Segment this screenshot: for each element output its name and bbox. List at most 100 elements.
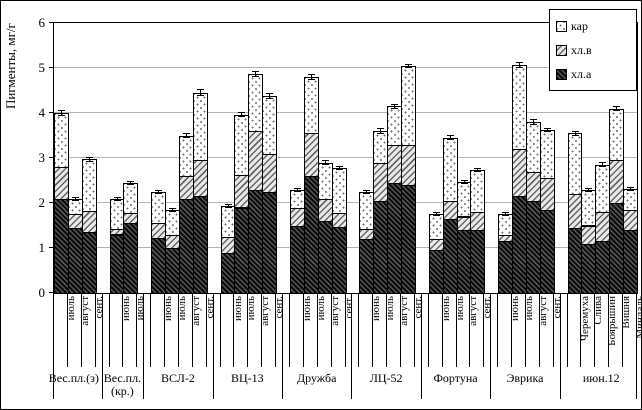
bar-segment-kar xyxy=(193,92,208,162)
error-bar-stem xyxy=(227,204,229,209)
group-separator xyxy=(351,293,352,399)
error-bar xyxy=(266,92,273,100)
error-bar-stem xyxy=(297,187,298,192)
error-bar-stem xyxy=(339,165,340,171)
bar-segment-kar xyxy=(332,167,347,215)
bar-segment-hl_a xyxy=(68,227,83,294)
bar-segment-kar xyxy=(123,182,138,214)
bar-segment-hl_a xyxy=(512,196,527,294)
bar-segment-hl_v xyxy=(470,212,485,231)
x-label-separator xyxy=(109,293,110,367)
x-label-separator xyxy=(81,293,82,367)
x-label-separator xyxy=(95,293,96,367)
bar-segment-kar xyxy=(234,114,249,177)
x-group-label: Вес.пл.(з) xyxy=(48,371,99,385)
hl-v-swatch-icon xyxy=(556,44,567,56)
bar-segment-hl_a xyxy=(581,243,596,294)
x-label-separator xyxy=(178,293,179,367)
bar-segment-hl_a xyxy=(110,234,124,294)
x-label-separator xyxy=(261,293,262,367)
x-group-label: Дружба xyxy=(297,371,337,385)
error-bar-stem xyxy=(436,212,437,217)
error-bar xyxy=(530,119,537,125)
error-bar-stem xyxy=(186,132,187,139)
error-bar-stem xyxy=(574,131,576,136)
bar-segment-hl_v xyxy=(429,239,444,252)
error-bar xyxy=(308,74,315,80)
bar-segment-hl_v xyxy=(512,149,527,198)
bar-segment-hl_v xyxy=(82,211,97,234)
y-tick-label: 3 xyxy=(38,150,46,165)
y-tick-label: 2 xyxy=(38,195,46,210)
bar-segment-hl_v xyxy=(457,216,471,231)
error-bar xyxy=(238,112,245,118)
bar-segment-hl_a xyxy=(401,185,416,294)
error-bar xyxy=(336,165,343,171)
bar-segment-kar xyxy=(526,122,541,173)
x-label-separator xyxy=(372,293,373,367)
error-bar xyxy=(113,197,121,202)
bar-segment-hl_a xyxy=(234,207,249,294)
error-bar-stem xyxy=(616,105,617,112)
bar-segment-hl_a xyxy=(623,230,638,294)
x-label-separator xyxy=(567,293,568,367)
error-bar-stem xyxy=(380,128,381,134)
bar-segment-hl_v xyxy=(318,198,333,222)
x-label-separator xyxy=(580,293,581,367)
bar-segment-kar xyxy=(498,214,513,236)
group-separator xyxy=(53,293,54,399)
x-label-separator xyxy=(206,293,207,367)
bar-segment-kar xyxy=(595,164,610,213)
x-label-separator xyxy=(608,293,609,367)
error-bar xyxy=(502,212,509,217)
bar-segment-kar xyxy=(290,189,305,209)
gridline xyxy=(54,67,637,68)
error-bar xyxy=(322,160,329,165)
error-bar xyxy=(58,109,65,117)
bar-segment-kar xyxy=(318,162,333,200)
bar-segment-kar xyxy=(540,130,555,180)
error-bar xyxy=(571,131,579,136)
bar-segment-hl_a xyxy=(248,189,263,294)
bar-segment-hl_a xyxy=(262,191,277,294)
bar-segment-hl_v xyxy=(595,212,610,243)
error-bar xyxy=(363,189,370,194)
legend: кар хл.в хл.а xyxy=(549,9,637,91)
x-label-separator xyxy=(303,293,304,367)
x-group-label: ВЦ-13 xyxy=(230,371,264,385)
error-bar xyxy=(197,89,204,97)
gridline xyxy=(54,157,637,158)
bar-segment-kar xyxy=(581,190,596,227)
bar-segment-hl_v xyxy=(248,131,263,191)
y-tick-mark xyxy=(49,202,53,203)
bar-segment-hl_a xyxy=(429,250,444,294)
error-bar xyxy=(544,127,551,133)
bar-segment-hl_v xyxy=(54,167,69,200)
bar-segment-kar xyxy=(359,191,374,231)
bar-segment-hl_a xyxy=(540,209,555,294)
bar-segment-hl_v xyxy=(193,160,208,198)
bar-segment-hl_a xyxy=(318,221,333,294)
bar-segment-hl_a xyxy=(609,203,624,294)
bar-segment-kar xyxy=(623,188,638,211)
bar-segment-hl_v xyxy=(609,160,624,204)
x-label-separator xyxy=(497,293,498,367)
x-label-separator xyxy=(289,293,290,367)
x-label-separator xyxy=(317,293,318,367)
y-tick-label: 0 xyxy=(38,285,46,300)
bar-segment-hl_v xyxy=(332,213,347,228)
error-bar xyxy=(224,204,232,209)
x-label-separator xyxy=(553,293,554,367)
bar-segment-kar xyxy=(248,73,263,132)
error-bar xyxy=(252,70,259,77)
legend-label: кар xyxy=(571,19,588,33)
bar-segment-hl_a xyxy=(179,198,194,294)
bar-segment-hl_a xyxy=(470,230,485,294)
x-label-separator xyxy=(442,293,443,367)
error-bar-stem xyxy=(505,212,506,217)
error-bar xyxy=(474,167,481,173)
x-label-separator xyxy=(331,293,332,367)
x-label-separator xyxy=(525,293,526,367)
error-bar-stem xyxy=(408,63,409,68)
bar-segment-hl_a xyxy=(193,196,208,294)
